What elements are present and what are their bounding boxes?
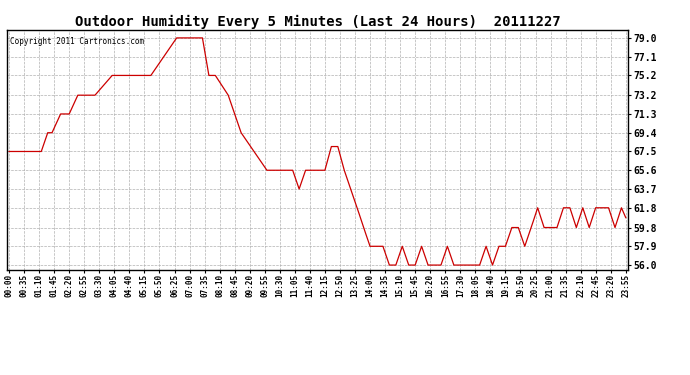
Text: Copyright 2011 Cartronics.com: Copyright 2011 Cartronics.com [10,37,144,46]
Title: Outdoor Humidity Every 5 Minutes (Last 24 Hours)  20111227: Outdoor Humidity Every 5 Minutes (Last 2… [75,15,560,29]
